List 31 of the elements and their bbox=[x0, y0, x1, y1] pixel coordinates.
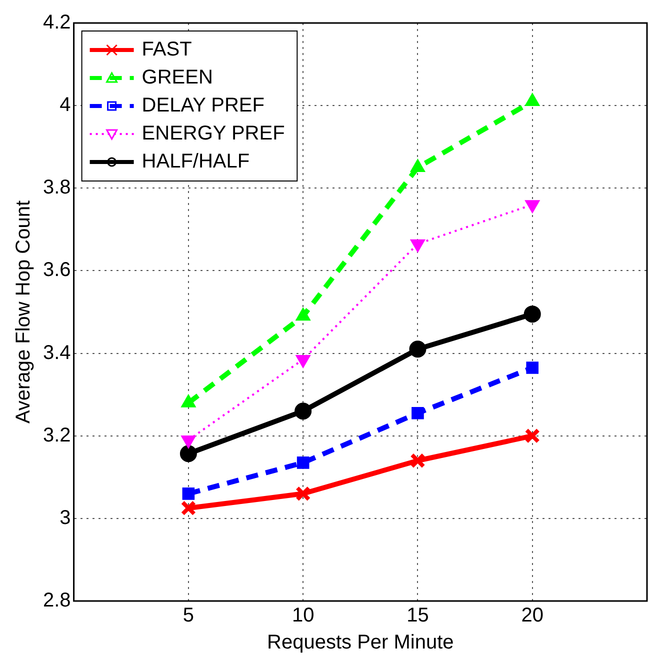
point bbox=[180, 445, 197, 462]
x-axis-title: Requests Per Minute bbox=[267, 632, 454, 654]
y-tick-label: 3.2 bbox=[42, 424, 71, 446]
legend-label: HALF/HALF bbox=[142, 150, 250, 173]
legend-label: GREEN bbox=[142, 66, 213, 89]
y-tick-label: 3 bbox=[60, 506, 71, 529]
point bbox=[180, 500, 196, 516]
legend-label: ENERGY PREF bbox=[142, 122, 285, 145]
point bbox=[295, 486, 311, 502]
x-tick-label: 15 bbox=[406, 604, 429, 627]
point bbox=[182, 488, 195, 500]
y-tick-label: 3.4 bbox=[42, 342, 71, 364]
legend-label: DELAY PREF bbox=[142, 94, 264, 117]
point bbox=[412, 406, 424, 420]
y-tick-label: 4.2 bbox=[42, 12, 71, 34]
point bbox=[524, 306, 541, 323]
x-tick-label: 10 bbox=[292, 604, 314, 627]
legend-label: FAST bbox=[142, 38, 192, 61]
y-tick-label: 2.8 bbox=[42, 590, 71, 612]
y-axis-title: Average Flow Hop Count bbox=[12, 200, 35, 424]
point bbox=[409, 340, 426, 358]
point bbox=[294, 402, 312, 420]
point bbox=[296, 456, 310, 469]
point bbox=[526, 362, 539, 374]
y-tick-label: 3.8 bbox=[42, 176, 71, 199]
y-tick-label: 4 bbox=[60, 94, 71, 116]
point bbox=[524, 428, 540, 444]
x-tick-label: 20 bbox=[521, 604, 544, 627]
y-tick-label: 3.6 bbox=[42, 259, 71, 282]
point bbox=[410, 452, 426, 468]
x-tick-label: 5 bbox=[182, 604, 194, 627]
